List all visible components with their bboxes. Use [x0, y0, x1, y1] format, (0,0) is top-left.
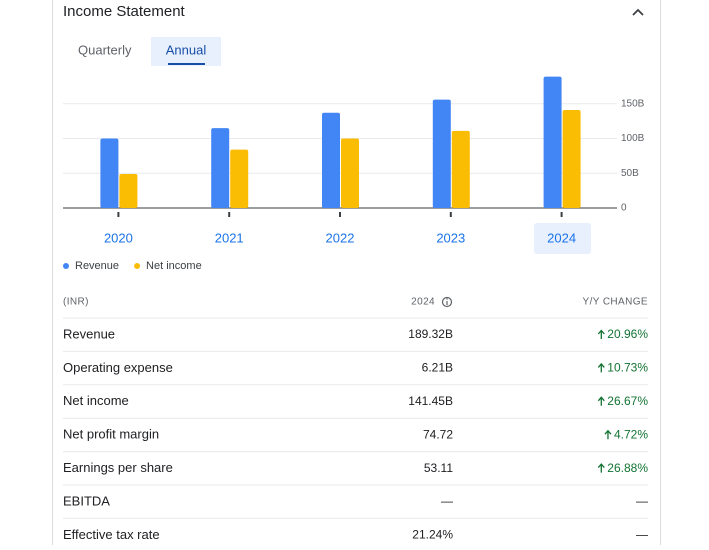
- table-rows: Revenue 189.32B 20.96% Operating expense 6.2…: [63, 317, 648, 542]
- table-header: Y/Y CHANGE: [583, 297, 649, 308]
- bar: [211, 128, 230, 208]
- row-change: 26.67%: [607, 394, 648, 408]
- row-value: 21.24%: [412, 528, 453, 542]
- bar: [432, 99, 451, 208]
- row-change: 4.72%: [614, 427, 648, 441]
- table-header: 2024: [411, 297, 435, 308]
- x-tick-label: 2023: [436, 230, 465, 245]
- up-arrow-icon: [604, 429, 612, 440]
- chart: 0 50B 100B 150B 2020 2021 2022 2023 2024 Revenue N…: [63, 76, 645, 272]
- bar: [341, 138, 359, 208]
- legend-label: Net income: [146, 260, 202, 272]
- tab-annual[interactable]: Annual: [166, 42, 207, 57]
- tab-quarterly[interactable]: Quarterly: [78, 42, 132, 57]
- bar: [451, 130, 470, 208]
- y-tick-label: 100B: [621, 133, 645, 144]
- legend-label: Revenue: [75, 260, 119, 272]
- tab-underline: [168, 63, 205, 65]
- tab-annual-bg[interactable]: [151, 37, 221, 66]
- x-tick-label: 2020: [104, 230, 133, 245]
- row-value: 6.21B: [422, 361, 453, 375]
- selected-year-bg[interactable]: [534, 223, 591, 254]
- x-tick-label: 2022: [326, 230, 355, 245]
- info-icon[interactable]: [441, 296, 453, 308]
- legend-swatch: [63, 263, 69, 269]
- row-change: —: [636, 494, 648, 508]
- table-header: (INR): [63, 297, 89, 308]
- bar: [543, 76, 562, 209]
- row-change: 20.96%: [607, 327, 648, 341]
- collapse-chevron[interactable]: [632, 8, 644, 16]
- row-label: EBITDA: [63, 493, 110, 508]
- row-label: Effective tax rate: [63, 527, 160, 542]
- x-tick-label: 2024: [547, 230, 576, 245]
- row-label: Operating expense: [63, 360, 173, 375]
- row-value: —: [441, 494, 453, 508]
- y-tick-label: 50B: [621, 168, 639, 179]
- row-value: 53.11: [424, 461, 453, 475]
- row-value: 74.72: [423, 427, 453, 441]
- x-tick-label: 2021: [215, 230, 244, 245]
- table: (INR) 2024 Y/Y CHANGE: [63, 297, 648, 308]
- row-change: —: [636, 528, 648, 542]
- bar: [119, 173, 138, 208]
- row-label: Net profit margin: [63, 427, 159, 442]
- up-arrow-icon: [597, 463, 605, 473]
- row-value: 141.45B: [408, 394, 453, 408]
- card-title: Income Statement: [63, 3, 186, 20]
- y-tick-label: 0: [621, 203, 627, 214]
- y-tick-label: 150B: [621, 98, 645, 109]
- row-value: 189.32B: [408, 327, 453, 341]
- row-label: Earnings per share: [63, 460, 173, 475]
- up-arrow-icon: [597, 396, 605, 406]
- up-arrow-icon: [597, 362, 605, 373]
- up-arrow-icon: [597, 329, 605, 339]
- row-label: Net income: [63, 393, 129, 408]
- row-change: 10.73%: [607, 361, 648, 375]
- row-change: 26.88%: [607, 461, 648, 475]
- bar: [322, 112, 340, 208]
- bar: [562, 110, 581, 208]
- bar: [230, 149, 249, 208]
- row-label: Revenue: [63, 326, 115, 341]
- legend-swatch: [134, 263, 141, 269]
- bar: [100, 138, 119, 208]
